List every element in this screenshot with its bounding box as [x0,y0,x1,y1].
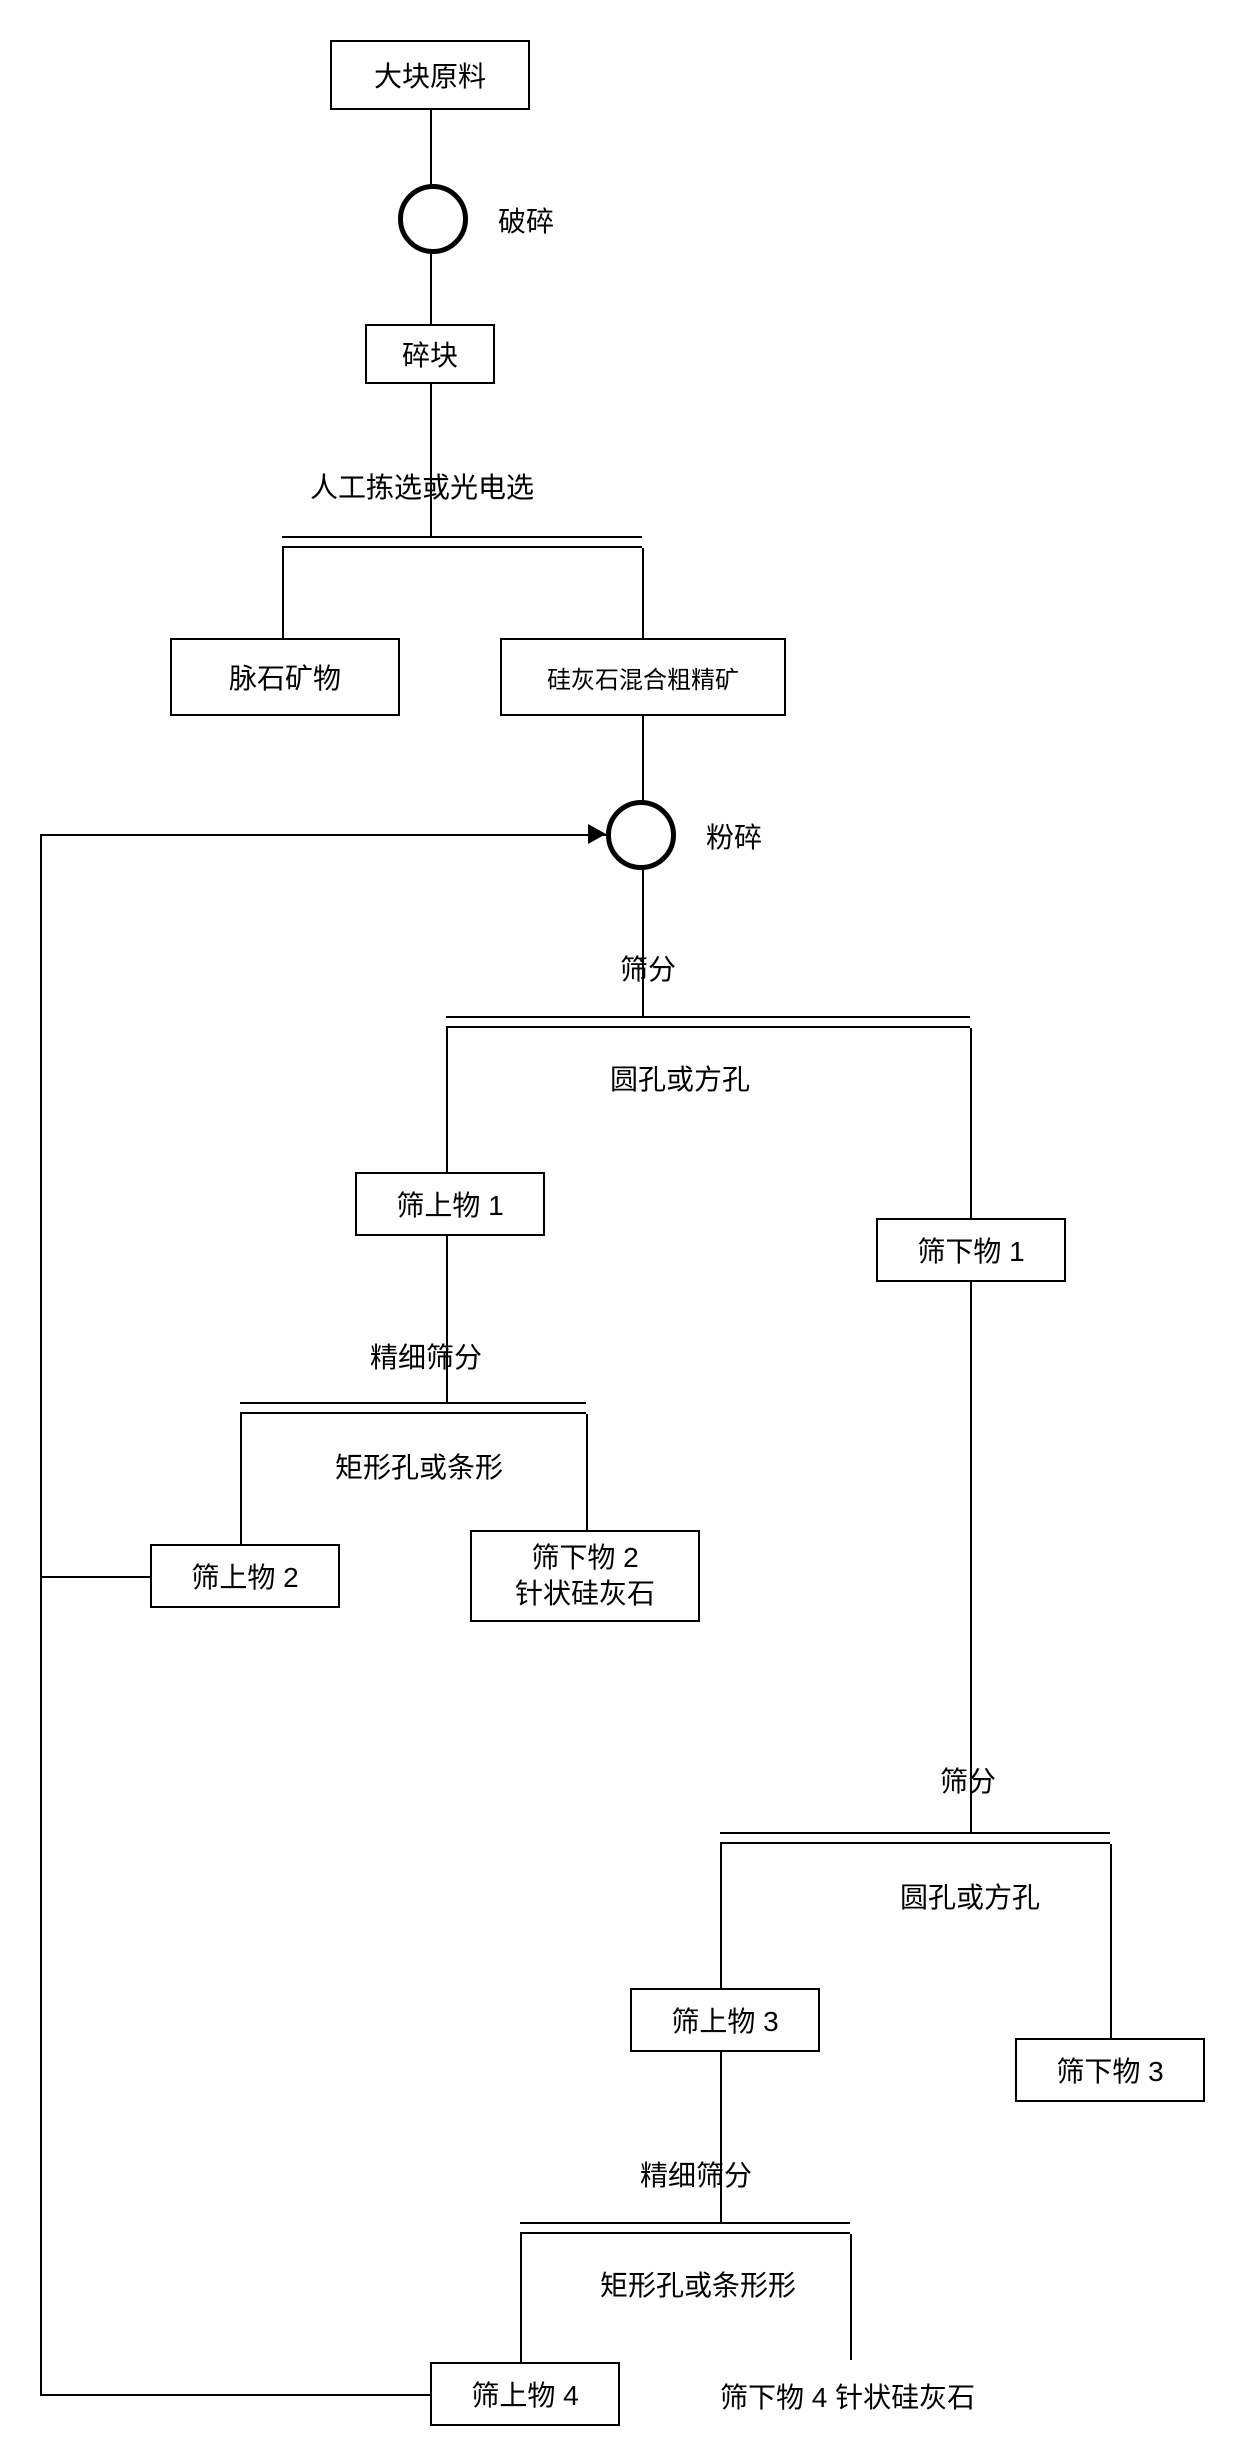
node-mixed-concentrate: 硅灰石混合粗精矿 [500,638,786,716]
connector-vline [240,1414,242,1544]
node-crush-circle [398,184,468,254]
double-bar-connector [446,1016,970,1028]
node-label: 筛下物 1 [917,1230,1024,1270]
node-label: 筛上物 1 [396,1184,503,1224]
label-grind: 粉碎 [706,816,762,856]
double-bar-connector [282,536,642,548]
connector-hline [40,1576,150,1578]
label-finesieve-2: 精细筛分 [640,2154,752,2194]
node-oversize-4: 筛上物 4 [430,2362,620,2426]
node-undersize-3: 筛下物 3 [1015,2038,1205,2102]
node-label: 脉石矿物 [229,657,341,697]
connector-vline [586,1414,588,1530]
connector-hline [40,834,606,836]
connector-vline [970,1028,972,1218]
connector-vline [642,716,644,800]
arrow-recycle [588,824,606,844]
connector-vline [1110,1844,1112,2038]
connector-vline [446,1236,448,1402]
node-raw-material: 大块原料 [330,40,530,110]
connector-vline [720,1844,722,1988]
label-undersize-4: 筛下物 4 针状硅灰石 [720,2376,975,2416]
connector-vline [430,254,432,324]
connector-hline [40,2394,430,2396]
label-sieve1: 筛分 [620,948,676,988]
node-label: 筛下物 3 [1056,2050,1163,2090]
double-bar-connector [520,2222,850,2234]
node-label: 筛上物 4 [471,2374,578,2414]
connector-vline [520,2234,522,2362]
connector-vline [642,870,644,1016]
connector-vline [282,548,284,638]
connector-vline [446,1028,448,1172]
node-label: 硅灰石混合粗精矿 [547,660,739,695]
node-gangue: 脉石矿物 [170,638,400,716]
label-finesieve-1-shape: 矩形孔或条形 [335,1446,503,1486]
connector-vline [430,110,432,184]
label-sieve1-shape: 圆孔或方孔 [610,1058,750,1098]
label-finesieve-1: 精细筛分 [370,1336,482,1376]
label-finesieve-2-shape: 矩形孔或条形形 [600,2264,796,2304]
node-oversize-3: 筛上物 3 [630,1988,820,2052]
node-grind-circle [606,800,676,870]
label-sieve2: 筛分 [940,1760,996,1800]
label-sieve2-shape: 圆孔或方孔 [900,1876,1040,1916]
node-label: 筛上物 2 [191,1556,298,1596]
double-bar-connector [240,1402,586,1414]
connector-vline [850,2234,852,2360]
connector-vline [642,548,644,638]
node-undersize-1: 筛下物 1 [876,1218,1066,1282]
label-sorting: 人工拣选或光电选 [310,466,534,506]
node-fragments: 碎块 [365,324,495,384]
label-crush: 破碎 [498,200,554,240]
node-label: 大块原料 [374,55,486,95]
node-label: 筛下物 2 针状硅灰石 [515,1540,655,1613]
node-oversize-1: 筛上物 1 [355,1172,545,1236]
connector-vline [40,834,42,2394]
connector-vline [970,1282,972,1832]
connector-vline [720,2052,722,2222]
double-bar-connector [720,1832,1110,1844]
node-undersize-2: 筛下物 2 针状硅灰石 [470,1530,700,1622]
node-label: 筛上物 3 [671,2000,778,2040]
node-oversize-2: 筛上物 2 [150,1544,340,1608]
connector-vline [430,384,432,536]
node-label: 碎块 [402,334,458,374]
